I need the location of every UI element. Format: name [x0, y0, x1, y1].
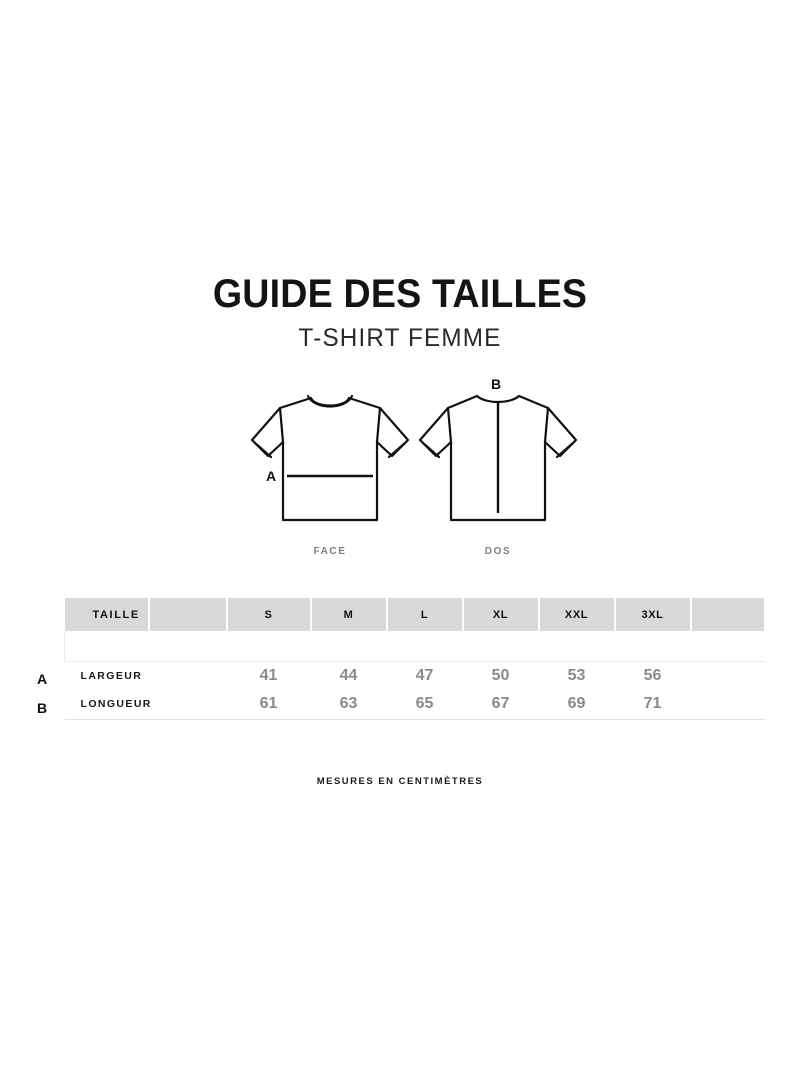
- spacer-cell: [148, 631, 227, 662]
- spacer-cell: [690, 631, 765, 662]
- cell-longueur-xl: 67: [462, 690, 539, 720]
- spacer-cell: [386, 631, 463, 662]
- header-size-3xl: 3XL: [614, 598, 692, 631]
- title-block: GUIDE DES TAILLES T-SHIRT FEMME: [0, 272, 800, 352]
- measurement-units-note: MESURES EN CENTIMÈTRES: [316, 776, 484, 787]
- header-taille: TAILLE: [64, 598, 150, 631]
- row-trailing-cell: [690, 661, 765, 690]
- table-spacer-row: [64, 631, 765, 662]
- shirt-back-illustration: B DOS: [398, 378, 598, 568]
- cell-largeur-l: 47: [386, 661, 463, 690]
- spacer-cell: [538, 631, 615, 662]
- page-title: GUIDE DES TAILLES: [212, 272, 588, 316]
- front-view-caption: FACE: [313, 546, 347, 557]
- cell-longueur-s: 61: [226, 690, 311, 720]
- header-blank: [148, 598, 228, 631]
- row-trailing-cell: [690, 690, 765, 720]
- back-view-caption: DOS: [484, 546, 512, 557]
- spacer-cell: [614, 631, 691, 662]
- cell-largeur-m: 44: [310, 661, 387, 690]
- size-table-container: TAILLE S M L XL XXL 3XL: [64, 598, 766, 720]
- spacer-cell: [226, 631, 311, 662]
- table-row: LARGEUR 41 44 47 50 53 56: [64, 661, 765, 690]
- table-row: LONGUEUR 61 63 65 67 69 71: [64, 690, 765, 720]
- front-measure-label: A: [266, 468, 276, 484]
- size-table: TAILLE S M L XL XXL 3XL: [64, 598, 766, 720]
- header-size-s: S: [226, 598, 312, 631]
- header-size-xxl: XXL: [538, 598, 616, 631]
- cell-largeur-xl: 50: [462, 661, 539, 690]
- cell-longueur-m: 63: [310, 690, 387, 720]
- header-size-xl: XL: [462, 598, 540, 631]
- row-marker-a: A: [36, 671, 48, 687]
- back-measure-label: B: [491, 378, 501, 392]
- row-label-largeur: LARGEUR: [64, 661, 149, 690]
- header-size-l: L: [386, 598, 464, 631]
- cell-longueur-3xl: 71: [614, 690, 691, 720]
- tshirt-front-icon: A: [250, 394, 410, 522]
- row-label-longueur: LONGUEUR: [64, 690, 150, 720]
- row-blank-cell: [148, 690, 227, 720]
- spacer-cell: [310, 631, 387, 662]
- cell-largeur-xxl: 53: [538, 661, 615, 690]
- cell-largeur-3xl: 56: [614, 661, 691, 690]
- spacer-cell: [462, 631, 539, 662]
- spacer-cell: [64, 631, 149, 662]
- page-subtitle: T-SHIRT FEMME: [298, 324, 502, 352]
- cell-longueur-l: 65: [386, 690, 463, 720]
- table-header-row: TAILLE S M L XL XXL 3XL: [64, 598, 766, 631]
- row-marker-b: B: [36, 700, 48, 716]
- row-blank-cell: [148, 661, 227, 690]
- shirt-front-illustration: A FACE: [230, 378, 430, 568]
- tshirt-back-icon: B: [418, 378, 578, 522]
- shirt-illustrations: A FACE B DOS: [0, 378, 800, 568]
- cell-largeur-s: 41: [226, 661, 311, 690]
- header-size-m: M: [310, 598, 388, 631]
- cell-longueur-xxl: 69: [538, 690, 615, 720]
- header-trailing-cell: [690, 598, 766, 631]
